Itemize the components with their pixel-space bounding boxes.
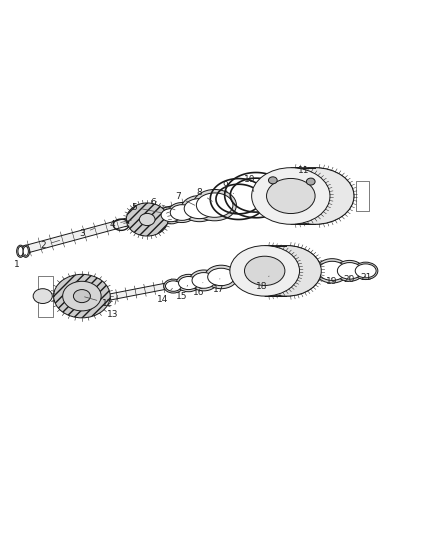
Ellipse shape [244, 256, 285, 286]
Text: 20: 20 [343, 276, 354, 285]
Ellipse shape [184, 199, 215, 219]
Ellipse shape [337, 263, 362, 279]
Ellipse shape [161, 208, 181, 222]
Text: 19: 19 [325, 277, 337, 286]
Text: 2: 2 [40, 240, 60, 250]
Ellipse shape [192, 272, 215, 288]
Ellipse shape [17, 245, 25, 257]
Ellipse shape [256, 264, 280, 282]
Polygon shape [265, 246, 321, 296]
Ellipse shape [53, 274, 110, 318]
Ellipse shape [168, 203, 196, 223]
Text: 13: 13 [106, 295, 118, 319]
Ellipse shape [230, 246, 300, 296]
Ellipse shape [126, 203, 168, 236]
Ellipse shape [177, 274, 201, 292]
Ellipse shape [159, 206, 184, 224]
Text: 12: 12 [85, 297, 114, 308]
Ellipse shape [208, 268, 235, 286]
Ellipse shape [196, 193, 233, 217]
Ellipse shape [252, 246, 321, 296]
Ellipse shape [268, 177, 277, 184]
Text: 8: 8 [197, 188, 212, 201]
Ellipse shape [181, 196, 218, 222]
Text: 6: 6 [151, 198, 175, 210]
Ellipse shape [23, 246, 28, 256]
Ellipse shape [307, 178, 315, 185]
Ellipse shape [193, 189, 237, 221]
Text: 3: 3 [79, 228, 95, 238]
Ellipse shape [252, 168, 330, 224]
Text: 18: 18 [256, 276, 269, 290]
Ellipse shape [335, 261, 364, 281]
Text: 11: 11 [298, 166, 314, 180]
Text: 5: 5 [131, 203, 162, 213]
Ellipse shape [318, 261, 346, 280]
Text: 15: 15 [176, 285, 188, 301]
Ellipse shape [355, 264, 376, 278]
Text: 14: 14 [157, 288, 173, 304]
Ellipse shape [179, 277, 198, 289]
Polygon shape [18, 191, 229, 255]
Ellipse shape [205, 265, 238, 289]
Ellipse shape [170, 205, 194, 220]
Text: 10: 10 [244, 175, 255, 192]
Ellipse shape [166, 281, 181, 292]
Text: 4: 4 [110, 220, 131, 229]
Text: 16: 16 [193, 282, 204, 297]
Ellipse shape [164, 279, 183, 293]
Polygon shape [291, 168, 354, 224]
Polygon shape [39, 276, 53, 317]
Ellipse shape [74, 289, 90, 303]
Polygon shape [356, 181, 369, 211]
Ellipse shape [33, 289, 52, 303]
Text: 1: 1 [14, 254, 26, 269]
Polygon shape [110, 268, 246, 300]
Ellipse shape [139, 213, 155, 225]
Text: 21: 21 [360, 273, 372, 282]
Ellipse shape [189, 270, 218, 291]
Ellipse shape [267, 179, 315, 214]
Ellipse shape [63, 281, 101, 311]
Ellipse shape [22, 245, 30, 257]
Text: 9: 9 [223, 181, 233, 193]
Ellipse shape [276, 168, 354, 224]
Text: 17: 17 [213, 279, 225, 294]
Text: 7: 7 [175, 192, 195, 205]
Ellipse shape [316, 259, 349, 283]
Ellipse shape [18, 246, 23, 256]
Ellipse shape [353, 262, 378, 279]
